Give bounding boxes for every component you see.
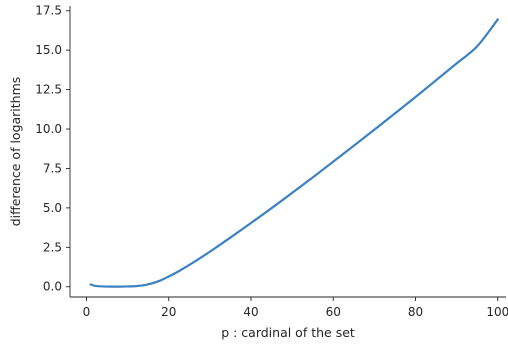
series-line xyxy=(89,18,499,288)
x-tick-label: 60 xyxy=(326,305,341,319)
y-tick-label: 0.0 xyxy=(43,280,62,294)
y-tick-label: 5.0 xyxy=(43,201,62,215)
y-tick-label: 17.5 xyxy=(35,4,62,18)
x-tick-label: 100 xyxy=(486,305,508,319)
x-tick-label: 80 xyxy=(408,305,423,319)
plot-area xyxy=(89,18,499,288)
x-tick-label: 20 xyxy=(161,305,176,319)
y-axis-label: difference of logarithms xyxy=(8,77,23,227)
y-tick-label: 15.0 xyxy=(35,43,62,57)
x-tick-label: 0 xyxy=(83,305,91,319)
y-tick-label: 10.0 xyxy=(35,122,62,136)
x-axis-label: p : cardinal of the set xyxy=(221,325,355,340)
y-tick-label: 12.5 xyxy=(35,83,62,97)
x-tick-label: 40 xyxy=(243,305,258,319)
axis-spines xyxy=(69,6,506,298)
y-tick-label: 2.5 xyxy=(43,240,62,254)
y-tick-label: 7.5 xyxy=(43,161,62,175)
axis-ticks: 0 20 40 60 80 100 0.0 2.5 5.0 7.5 10.0 12.5 15.0 17.5 xyxy=(35,4,508,319)
